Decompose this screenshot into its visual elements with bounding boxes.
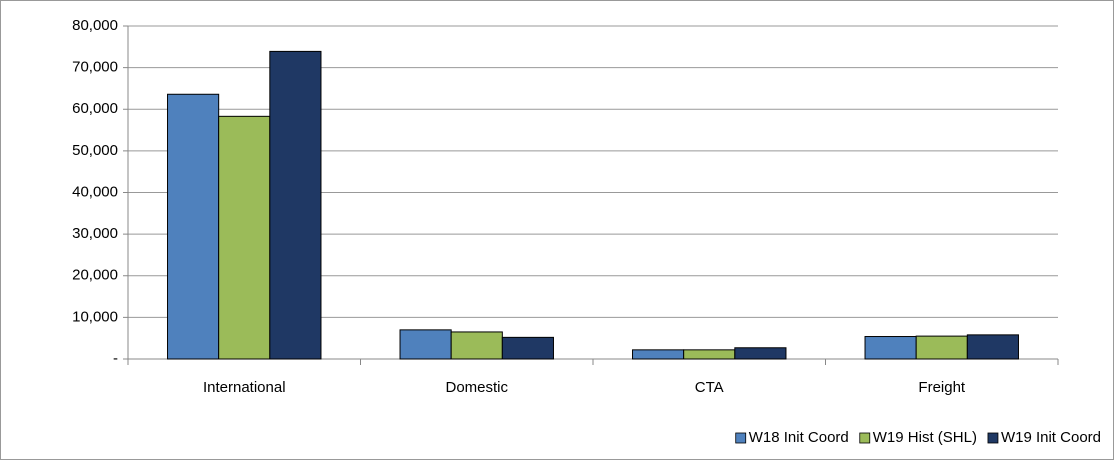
bar xyxy=(167,93,220,360)
x-tick-label: CTA xyxy=(695,379,724,396)
bar xyxy=(632,349,685,360)
x-tick-label: International xyxy=(203,379,286,396)
legend-label: W19 Hist (SHL) xyxy=(873,429,977,446)
legend-label: W19 Init Coord xyxy=(1001,429,1101,446)
bar xyxy=(734,347,787,360)
y-tick-label: - xyxy=(113,350,118,367)
y-tick-label: 10,000 xyxy=(72,308,118,325)
legend-swatch xyxy=(735,432,747,444)
y-tick-label: 70,000 xyxy=(72,59,118,76)
bar xyxy=(399,329,452,360)
legend-label: W18 Init Coord xyxy=(749,429,849,446)
y-tick-label: 20,000 xyxy=(72,267,118,284)
bar xyxy=(683,349,736,360)
x-tick-label: Freight xyxy=(918,379,966,396)
bar xyxy=(450,331,503,360)
y-tick-label: 30,000 xyxy=(72,225,118,242)
legend-swatch xyxy=(859,432,871,444)
bar xyxy=(269,50,322,360)
y-tick-label: 50,000 xyxy=(72,142,118,159)
bar xyxy=(915,335,968,360)
bar xyxy=(218,115,271,360)
y-tick-label: 60,000 xyxy=(72,100,118,117)
bar xyxy=(864,336,917,360)
bar xyxy=(966,334,1019,360)
legend-swatch xyxy=(987,432,999,444)
bar xyxy=(501,336,554,360)
x-tick-label: Domestic xyxy=(445,379,508,396)
y-tick-label: 40,000 xyxy=(72,183,118,200)
y-tick-label: 80,000 xyxy=(72,17,118,34)
